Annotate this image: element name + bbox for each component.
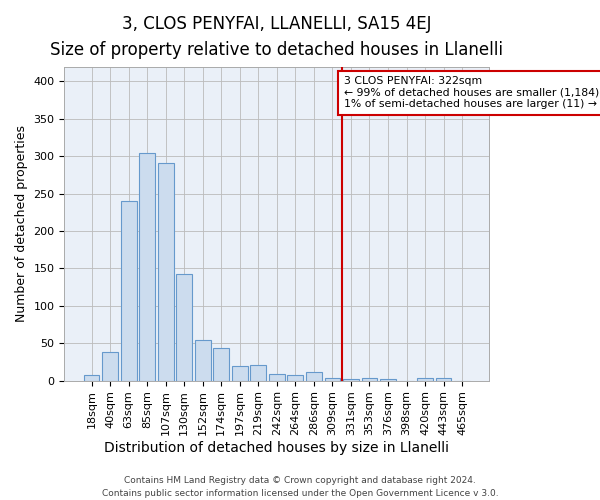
Bar: [176, 274, 192, 380]
Bar: [250, 365, 266, 380]
Bar: [417, 378, 433, 380]
Title: 3, CLOS PENYFAI, LLANELLI, SA15 4EJ
Size of property relative to detached houses: 3, CLOS PENYFAI, LLANELLI, SA15 4EJ Size…: [50, 15, 503, 60]
Bar: [195, 340, 211, 380]
Bar: [232, 366, 248, 380]
X-axis label: Distribution of detached houses by size in Llanelli: Distribution of detached houses by size …: [104, 441, 449, 455]
Bar: [287, 374, 303, 380]
Bar: [362, 378, 377, 380]
Y-axis label: Number of detached properties: Number of detached properties: [15, 125, 28, 322]
Bar: [380, 379, 396, 380]
Bar: [343, 379, 359, 380]
Bar: [102, 352, 118, 380]
Bar: [325, 378, 340, 380]
Bar: [84, 374, 100, 380]
Bar: [158, 163, 173, 380]
Bar: [306, 372, 322, 380]
Text: Contains HM Land Registry data © Crown copyright and database right 2024.
Contai: Contains HM Land Registry data © Crown c…: [101, 476, 499, 498]
Bar: [436, 378, 451, 380]
Bar: [269, 374, 285, 380]
Text: 3 CLOS PENYFAI: 322sqm
← 99% of detached houses are smaller (1,184)
1% of semi-d: 3 CLOS PENYFAI: 322sqm ← 99% of detached…: [344, 76, 599, 110]
Bar: [121, 201, 137, 380]
Bar: [214, 348, 229, 380]
Bar: [139, 154, 155, 380]
